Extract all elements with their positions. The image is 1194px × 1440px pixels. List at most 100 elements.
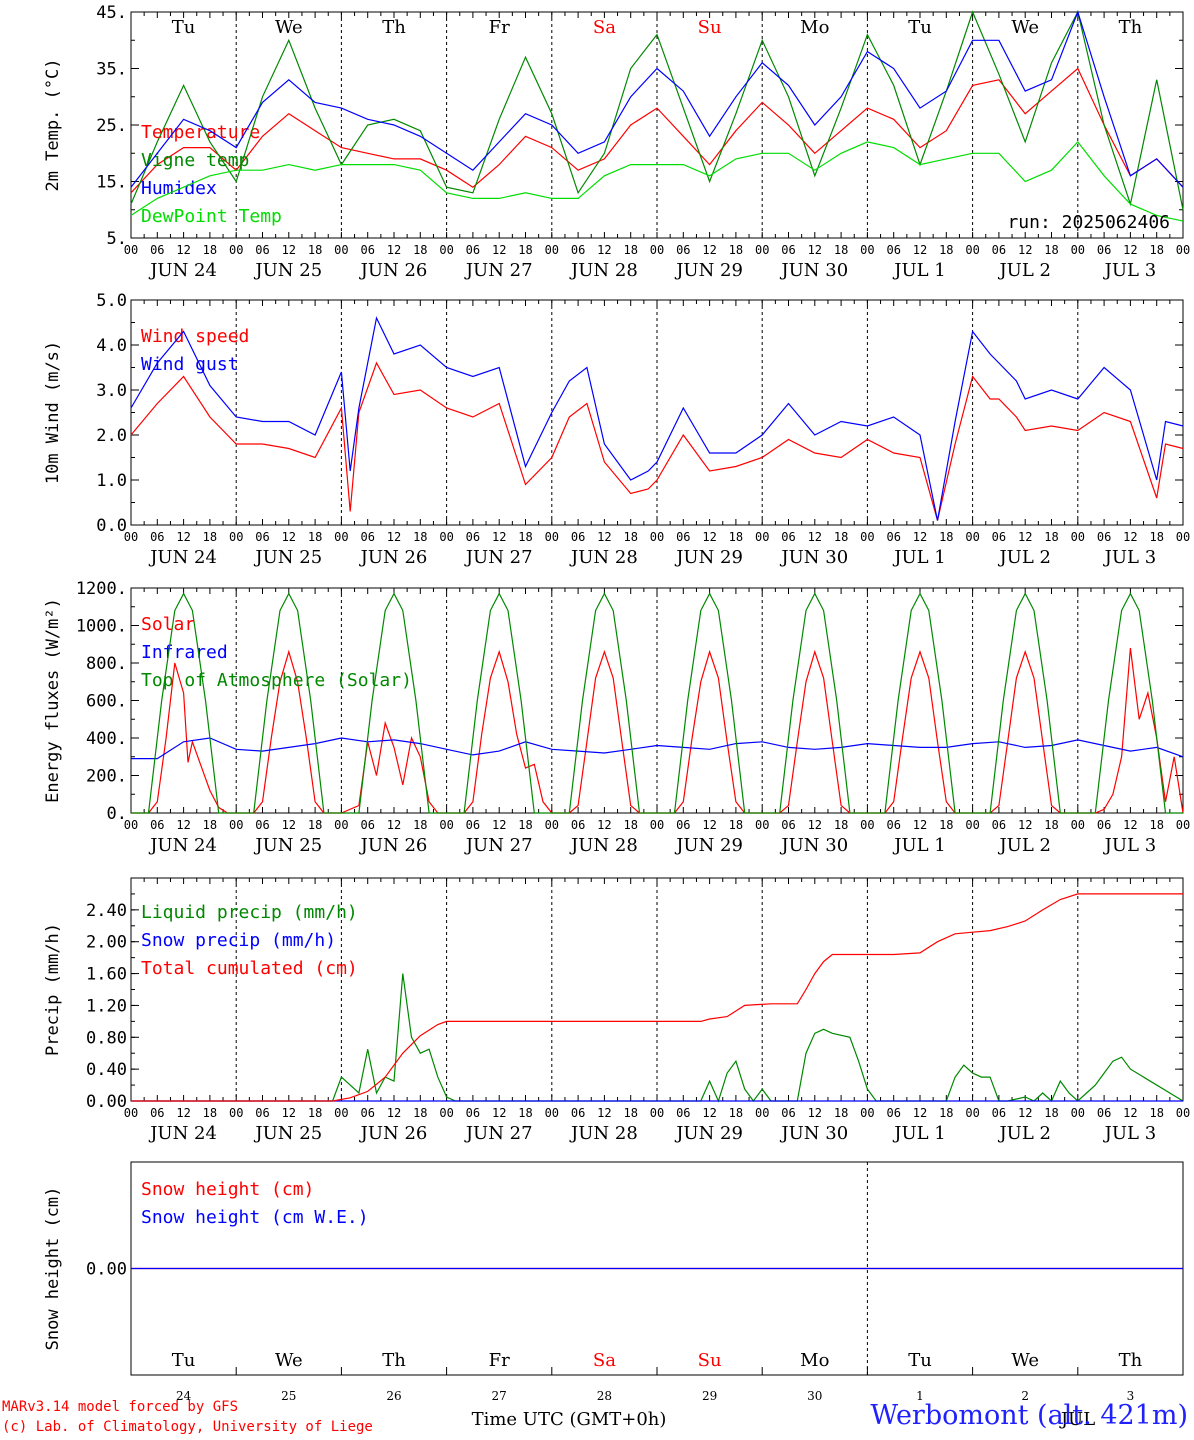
y-tick-label: 5. <box>107 229 127 249</box>
x-date-label: JUN 30 <box>779 1123 848 1144</box>
x-tick-label: 18 <box>203 243 217 257</box>
x-month-label: JUL <box>1059 1409 1095 1430</box>
day-of-week-label: We <box>1011 17 1039 38</box>
x-date-label: JUN 24 <box>148 260 217 281</box>
x-tick-label: 06 <box>150 818 164 832</box>
x-date-label: JUL 3 <box>1103 260 1157 281</box>
day-number-label: 24 <box>176 1389 192 1403</box>
x-tick-label: 00 <box>1176 243 1190 257</box>
x-tick-label: 18 <box>834 818 848 832</box>
x-tick-label: 00 <box>545 1106 559 1120</box>
y-axis-label: Energy fluxes (W/m²) <box>43 598 63 803</box>
y-tick-label: 4.0 <box>96 336 127 356</box>
x-tick-label: 18 <box>1149 243 1163 257</box>
x-date-label: JUN 29 <box>674 835 743 856</box>
x-tick-label: 06 <box>886 530 900 544</box>
x-tick-label: 18 <box>1149 1106 1163 1120</box>
x-tick-label: 12 <box>492 243 506 257</box>
day-number-label: 29 <box>702 1389 717 1403</box>
x-date-label: JUN 28 <box>569 547 638 568</box>
legend-label: Wind speed <box>141 326 249 347</box>
x-date-label: JUN 27 <box>464 547 533 568</box>
x-tick-label: 18 <box>518 530 532 544</box>
x-tick-label: 06 <box>886 818 900 832</box>
x-tick-label: 18 <box>413 530 427 544</box>
day-of-week-label: Fr <box>489 1350 510 1371</box>
x-date-label: JUN 29 <box>674 260 743 281</box>
x-date-label: JUN 27 <box>464 1123 533 1144</box>
x-tick-label: 18 <box>518 1106 532 1120</box>
x-tick-label: 18 <box>623 243 637 257</box>
x-tick-label: 12 <box>1018 818 1032 832</box>
day-number-label: 30 <box>807 1389 822 1403</box>
x-date-label: JUN 25 <box>253 547 322 568</box>
series-line <box>130 361 1184 521</box>
day-of-week-label: Fr <box>489 17 510 38</box>
x-tick-label: 06 <box>1097 243 1111 257</box>
legend-label: Solar <box>141 614 195 635</box>
x-tick-label: 00 <box>439 1106 453 1120</box>
x-date-label: JUN 26 <box>359 1123 428 1144</box>
y-tick-label: 1.20 <box>86 996 127 1016</box>
x-date-label: JUN 25 <box>253 260 322 281</box>
x-tick-label: 12 <box>913 1106 927 1120</box>
x-tick-label: 00 <box>1071 243 1085 257</box>
x-tick-label: 18 <box>1149 818 1163 832</box>
x-tick-label: 12 <box>597 243 611 257</box>
x-date-label: JUN 28 <box>569 835 638 856</box>
x-tick-label: 06 <box>360 818 374 832</box>
x-date-label: JUL 1 <box>892 1123 946 1144</box>
x-tick-label: 00 <box>229 530 243 544</box>
x-tick-label: 06 <box>992 243 1006 257</box>
x-date-label: JUN 26 <box>359 260 428 281</box>
y-tick-label: 5.0 <box>96 291 127 311</box>
series-line <box>130 67 1184 194</box>
x-tick-label: 06 <box>992 530 1006 544</box>
x-tick-label: 18 <box>834 1106 848 1120</box>
x-date-label: JUN 24 <box>148 835 217 856</box>
credit-line-2: (c) Lab. of Climatology, University of L… <box>2 1419 373 1435</box>
x-tick-label: 06 <box>150 1106 164 1120</box>
x-date-label: JUN 29 <box>674 1123 743 1144</box>
x-tick-label: 00 <box>965 818 979 832</box>
y-axis-label: Precip (mm/h) <box>43 923 63 1056</box>
x-date-label: JUL 1 <box>892 260 946 281</box>
legend-label: Snow height (cm W.E.) <box>141 1207 369 1228</box>
y-tick-label: 0.00 <box>86 1260 127 1280</box>
x-tick-label: 06 <box>255 243 269 257</box>
x-tick-label: 12 <box>282 243 296 257</box>
x-tick-label: 06 <box>571 530 585 544</box>
y-axis-label: 10m Wind (m/s) <box>43 341 63 484</box>
x-tick-label: 18 <box>729 1106 743 1120</box>
x-date-label: JUN 28 <box>569 1123 638 1144</box>
x-tick-label: 12 <box>913 243 927 257</box>
x-tick-label: 00 <box>545 818 559 832</box>
y-tick-label: 0. <box>107 804 127 824</box>
x-tick-label: 00 <box>334 818 348 832</box>
x-tick-label: 12 <box>282 818 296 832</box>
x-tick-label: 06 <box>360 1106 374 1120</box>
x-tick-label: 06 <box>676 1106 690 1120</box>
x-tick-label: 00 <box>545 243 559 257</box>
day-of-week-label: Th <box>382 1350 406 1371</box>
y-tick-label: 1000. <box>76 617 127 637</box>
y-tick-label: 3.0 <box>96 381 127 401</box>
x-tick-label: 00 <box>965 1106 979 1120</box>
x-tick-label: 00 <box>965 243 979 257</box>
x-date-label: JUN 28 <box>569 260 638 281</box>
x-tick-label: 00 <box>755 1106 769 1120</box>
x-tick-label: 06 <box>1097 818 1111 832</box>
legend-label: Humidex <box>141 178 217 199</box>
series-line <box>131 973 1184 1103</box>
y-tick-label: 1.0 <box>96 471 127 491</box>
x-date-label: JUL 3 <box>1103 835 1157 856</box>
x-tick-label: 18 <box>623 818 637 832</box>
x-tick-label: 00 <box>1071 818 1085 832</box>
day-of-week-label: Su <box>698 1350 722 1371</box>
day-of-week-label: We <box>275 1350 303 1371</box>
x-tick-label: 18 <box>203 1106 217 1120</box>
day-number-label: 27 <box>492 1389 507 1403</box>
series-line <box>131 592 1183 814</box>
x-tick-label: 12 <box>597 530 611 544</box>
